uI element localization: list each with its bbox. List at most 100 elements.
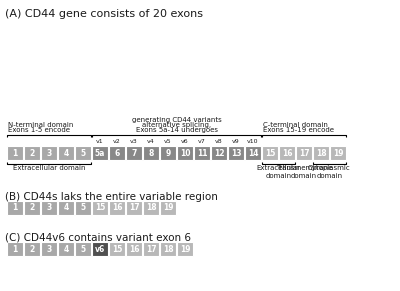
Text: 8: 8 [148,148,154,157]
Text: 12: 12 [214,148,224,157]
Bar [143,242,159,256]
Text: v8: v8 [215,139,223,144]
Bar [313,146,329,160]
Text: N-terminal domain: N-terminal domain [8,122,73,128]
Bar [279,146,295,160]
Text: 19: 19 [180,244,190,253]
Text: Transmembrane
domain: Transmembrane domain [276,165,332,178]
Text: 16: 16 [129,244,139,253]
Text: 16: 16 [112,203,122,212]
Text: Cytoplasmic
domain: Cytoplasmic domain [308,165,351,178]
Text: (A) CD44 gene consists of 20 exons: (A) CD44 gene consists of 20 exons [5,9,203,19]
Text: v9: v9 [232,139,240,144]
Bar [126,201,142,215]
Bar [262,146,278,160]
Text: 13: 13 [231,148,241,157]
Text: Exons 5a-14 undergoes: Exons 5a-14 undergoes [136,127,218,133]
Text: 18: 18 [163,244,173,253]
Text: 17: 17 [129,203,139,212]
Text: v3: v3 [130,139,138,144]
Text: 17: 17 [299,148,309,157]
Text: 11: 11 [197,148,207,157]
Bar [330,146,346,160]
Text: 5: 5 [80,244,86,253]
Bar [126,242,142,256]
Bar [24,201,40,215]
Text: alternative splicing,: alternative splicing, [142,122,211,128]
Text: 5a: 5a [95,148,105,157]
Bar [92,242,108,256]
Bar [58,242,74,256]
Text: 3: 3 [46,244,52,253]
Bar [7,201,23,215]
Bar [92,201,108,215]
Bar [160,146,176,160]
Bar [7,242,23,256]
Text: 4: 4 [63,244,69,253]
Text: 7: 7 [131,148,137,157]
Text: 5: 5 [80,148,86,157]
Text: 3: 3 [46,203,52,212]
Bar [160,242,176,256]
Bar [41,242,57,256]
Text: v4: v4 [147,139,155,144]
Text: 16: 16 [282,148,292,157]
Text: 17: 17 [146,244,156,253]
Text: v5: v5 [164,139,172,144]
Bar [92,146,108,160]
Text: Exons 1-5 encode: Exons 1-5 encode [8,127,70,133]
Text: 5: 5 [80,203,86,212]
Text: 15: 15 [265,148,275,157]
Text: 2: 2 [29,203,35,212]
Bar [24,146,40,160]
Text: (C) CD44v6 contains variant exon 6: (C) CD44v6 contains variant exon 6 [5,233,191,243]
Text: generating CD44 variants: generating CD44 variants [132,117,221,123]
Bar [58,201,74,215]
Text: v1: v1 [96,139,104,144]
Bar [75,201,91,215]
Bar [41,201,57,215]
Text: Extracellular
domain: Extracellular domain [256,165,300,178]
Bar [177,242,193,256]
Text: v2: v2 [113,139,121,144]
Bar [143,146,159,160]
Text: 18: 18 [316,148,326,157]
Bar [41,146,57,160]
Text: v7: v7 [198,139,206,144]
Bar [211,146,227,160]
Bar [58,146,74,160]
Text: v6: v6 [181,139,189,144]
Bar [143,201,159,215]
Bar [75,242,91,256]
Bar [109,242,125,256]
Bar [109,201,125,215]
Bar [228,146,244,160]
Text: v10: v10 [247,139,259,144]
Bar [194,146,210,160]
Text: 18: 18 [146,203,156,212]
Text: 2: 2 [29,148,35,157]
Text: (B) CD44s laks the entire variable region: (B) CD44s laks the entire variable regio… [5,192,218,202]
Text: 1: 1 [12,203,18,212]
Bar [7,146,23,160]
Text: C-terminal domain: C-terminal domain [263,122,328,128]
Bar [126,146,142,160]
Text: 4: 4 [63,203,69,212]
Bar [109,146,125,160]
Text: 15: 15 [95,203,105,212]
Text: 9: 9 [165,148,171,157]
Bar [24,242,40,256]
Text: 3: 3 [46,148,52,157]
Text: v6: v6 [95,244,105,253]
Text: 1: 1 [12,244,18,253]
Bar [296,146,312,160]
Text: 19: 19 [333,148,343,157]
Bar [75,146,91,160]
Text: 1: 1 [12,148,18,157]
Text: Extracellular domain: Extracellular domain [13,165,85,171]
Bar [245,146,261,160]
Text: 15: 15 [112,244,122,253]
Bar [177,146,193,160]
Text: 14: 14 [248,148,258,157]
Text: 4: 4 [63,148,69,157]
